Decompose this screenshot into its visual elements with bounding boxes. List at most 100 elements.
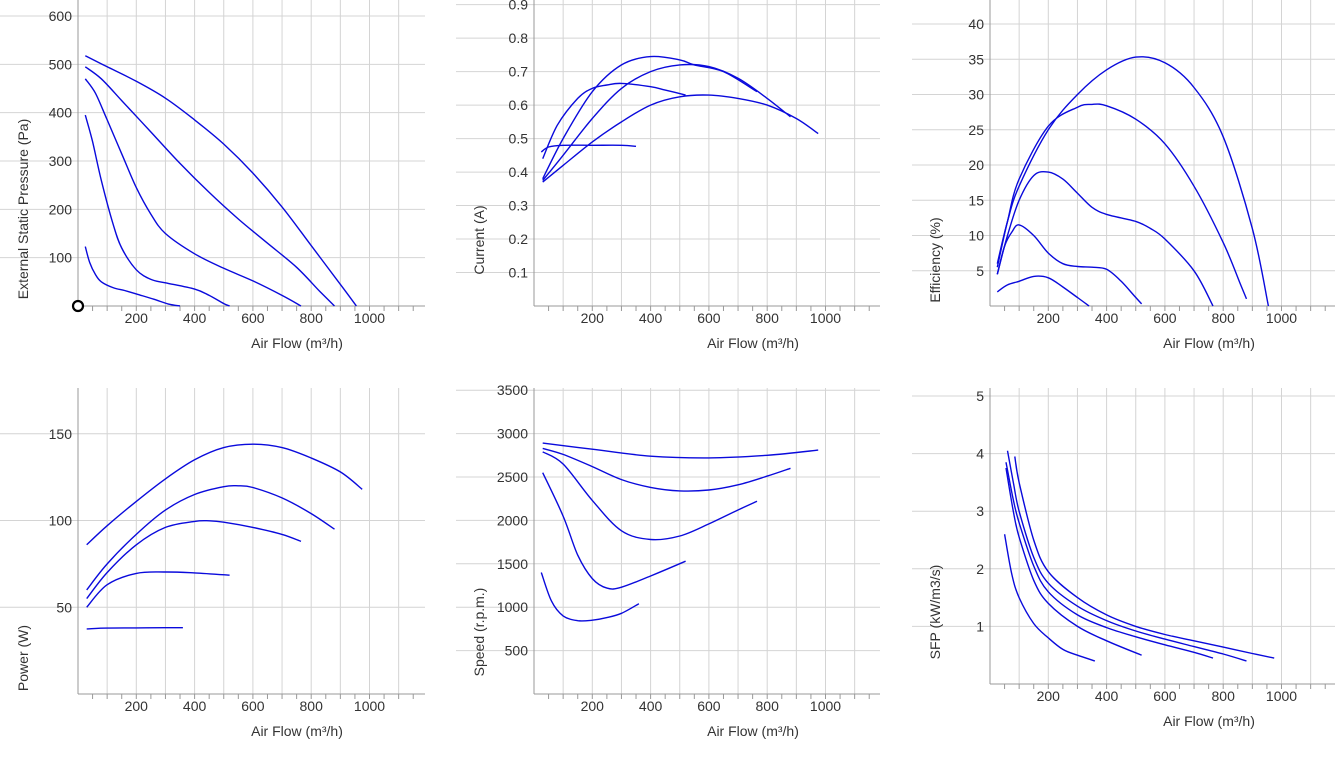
x-tick-label: 1000: [354, 698, 385, 714]
y-tick-label: 0.6: [509, 97, 529, 113]
y-tick-label: 0.1: [509, 265, 529, 281]
y-axis-title: Power (W): [15, 625, 31, 691]
y-tick-label: 1500: [497, 556, 528, 572]
series-line-2: [1006, 450, 1247, 662]
x-tick-label: 1000: [354, 310, 385, 326]
x-tick-label: 400: [183, 698, 207, 714]
x-tick-label: 800: [1212, 310, 1236, 326]
y-tick-label: 100: [49, 513, 73, 529]
x-axis-title: Air Flow (m³/h): [251, 723, 343, 739]
x-tick-label: 600: [697, 698, 721, 714]
x-tick-label: 400: [639, 698, 663, 714]
origin-marker[interactable]: [71, 299, 85, 313]
y-tick-label: 0.3: [509, 198, 529, 214]
x-tick-label: 600: [241, 698, 265, 714]
y-tick-label: 5: [976, 388, 984, 404]
power-chart: 200 400 600 800 1000 50 100 150 Air Flow (m³/h) P…: [0, 388, 425, 739]
series-line-2: [542, 447, 791, 492]
x-axis-title: Air Flow (m³/h): [1163, 335, 1255, 351]
series-line-5: [86, 627, 183, 630]
y-tick-label: 2: [976, 561, 984, 577]
series-line-2: [996, 103, 1248, 300]
y-tick-label: 4: [976, 446, 984, 462]
x-tick-label: 800: [756, 310, 780, 326]
x-axis-title: Air Flow (m³/h): [251, 335, 343, 351]
pressure-chart: 200 400 600 800 1000 100 200 300 400 500 600 Air Fl…: [0, 0, 425, 351]
y-tick-label: 200: [49, 201, 73, 217]
y-tick-label: 3500: [497, 382, 528, 398]
sfp-chart: 200 400 600 800 1000 1 2 3 4 5 Air Flow (m³/h) SFP …: [912, 388, 1335, 729]
series-line-1: [542, 94, 819, 183]
series-line-4: [84, 114, 230, 307]
x-tick-label: 600: [697, 310, 721, 326]
x-tick-label: 800: [1212, 688, 1236, 704]
series-line-4: [542, 472, 686, 590]
y-tick-label: 0.2: [509, 231, 529, 247]
x-tick-label: 1000: [1266, 310, 1297, 326]
series-line-5: [1003, 534, 1096, 662]
y-tick-label: 0.9: [509, 0, 529, 13]
series-line-1: [996, 56, 1270, 307]
y-tick-label: 50: [56, 599, 72, 615]
x-tick-label: 400: [639, 310, 663, 326]
y-tick-label: 25: [968, 122, 984, 138]
series-line-3: [84, 78, 302, 307]
series-line-4: [542, 82, 686, 159]
x-tick-label: 200: [581, 310, 605, 326]
series-line-3: [1005, 462, 1214, 659]
y-axis-title: SFP (kW/m3/s): [927, 565, 943, 660]
current-chart: 200 400 600 800 1000 0.1 0.2 0.3 0.4 0.5 0.6 0.7 0.8…: [456, 0, 880, 351]
y-tick-label: 500: [505, 643, 529, 659]
y-tick-label: 0.7: [509, 64, 529, 80]
series-line-5: [540, 572, 640, 622]
y-tick-label: 0.4: [509, 164, 529, 180]
y-tick-label: 5: [976, 263, 984, 279]
series-line-4: [996, 224, 1143, 305]
y-axis-title: Speed (r.p.m.): [471, 588, 487, 677]
x-tick-label: 600: [1153, 310, 1177, 326]
series-line-2: [542, 63, 791, 181]
series-line-2: [86, 484, 335, 591]
series-line-4: [1005, 467, 1142, 656]
y-tick-label: 1000: [497, 599, 528, 615]
series-line-1: [84, 55, 357, 307]
efficiency-chart: 200 400 600 800 1000 5 10 15 20 25 30 35 40 Air Flow …: [912, 0, 1335, 351]
series-line-3: [86, 519, 302, 600]
speed-chart: 200 400 600 800 1000 500 1000 1500 2000 2500 3000 3…: [456, 382, 880, 739]
y-tick-label: 400: [49, 105, 73, 121]
series-line-1: [542, 442, 819, 459]
x-tick-label: 800: [300, 310, 324, 326]
x-tick-label: 200: [581, 698, 605, 714]
y-tick-label: 100: [49, 250, 73, 266]
series-line-1: [86, 443, 363, 546]
y-tick-label: 10: [968, 228, 984, 244]
x-tick-label: 1000: [810, 698, 841, 714]
y-tick-label: 15: [968, 192, 984, 208]
x-tick-label: 200: [1037, 310, 1061, 326]
y-tick-label: 30: [968, 87, 984, 103]
series-line-3: [996, 171, 1214, 307]
x-tick-label: 1000: [1266, 688, 1297, 704]
series-line-5: [996, 275, 1090, 307]
y-tick-label: 0.5: [509, 131, 529, 147]
series-line-5: [540, 144, 637, 153]
y-tick-label: 300: [49, 153, 73, 169]
x-tick-label: 600: [1153, 688, 1177, 704]
series-line-5: [84, 246, 181, 307]
series-line-4: [86, 571, 230, 608]
x-tick-label: 1000: [810, 310, 841, 326]
x-tick-label: 200: [125, 698, 149, 714]
x-tick-label: 800: [300, 698, 324, 714]
y-tick-label: 35: [968, 51, 984, 67]
x-tick-label: 400: [183, 310, 207, 326]
series-line-1: [1014, 456, 1275, 659]
x-axis-title: Air Flow (m³/h): [1163, 713, 1255, 729]
series-line-3: [542, 451, 758, 541]
y-tick-label: 3000: [497, 426, 528, 442]
y-tick-label: 150: [49, 426, 73, 442]
y-tick-label: 500: [49, 56, 73, 72]
x-tick-label: 200: [1037, 688, 1061, 704]
y-axis-title: Efficiency (%): [927, 217, 943, 302]
y-tick-label: 0.8: [509, 30, 529, 46]
